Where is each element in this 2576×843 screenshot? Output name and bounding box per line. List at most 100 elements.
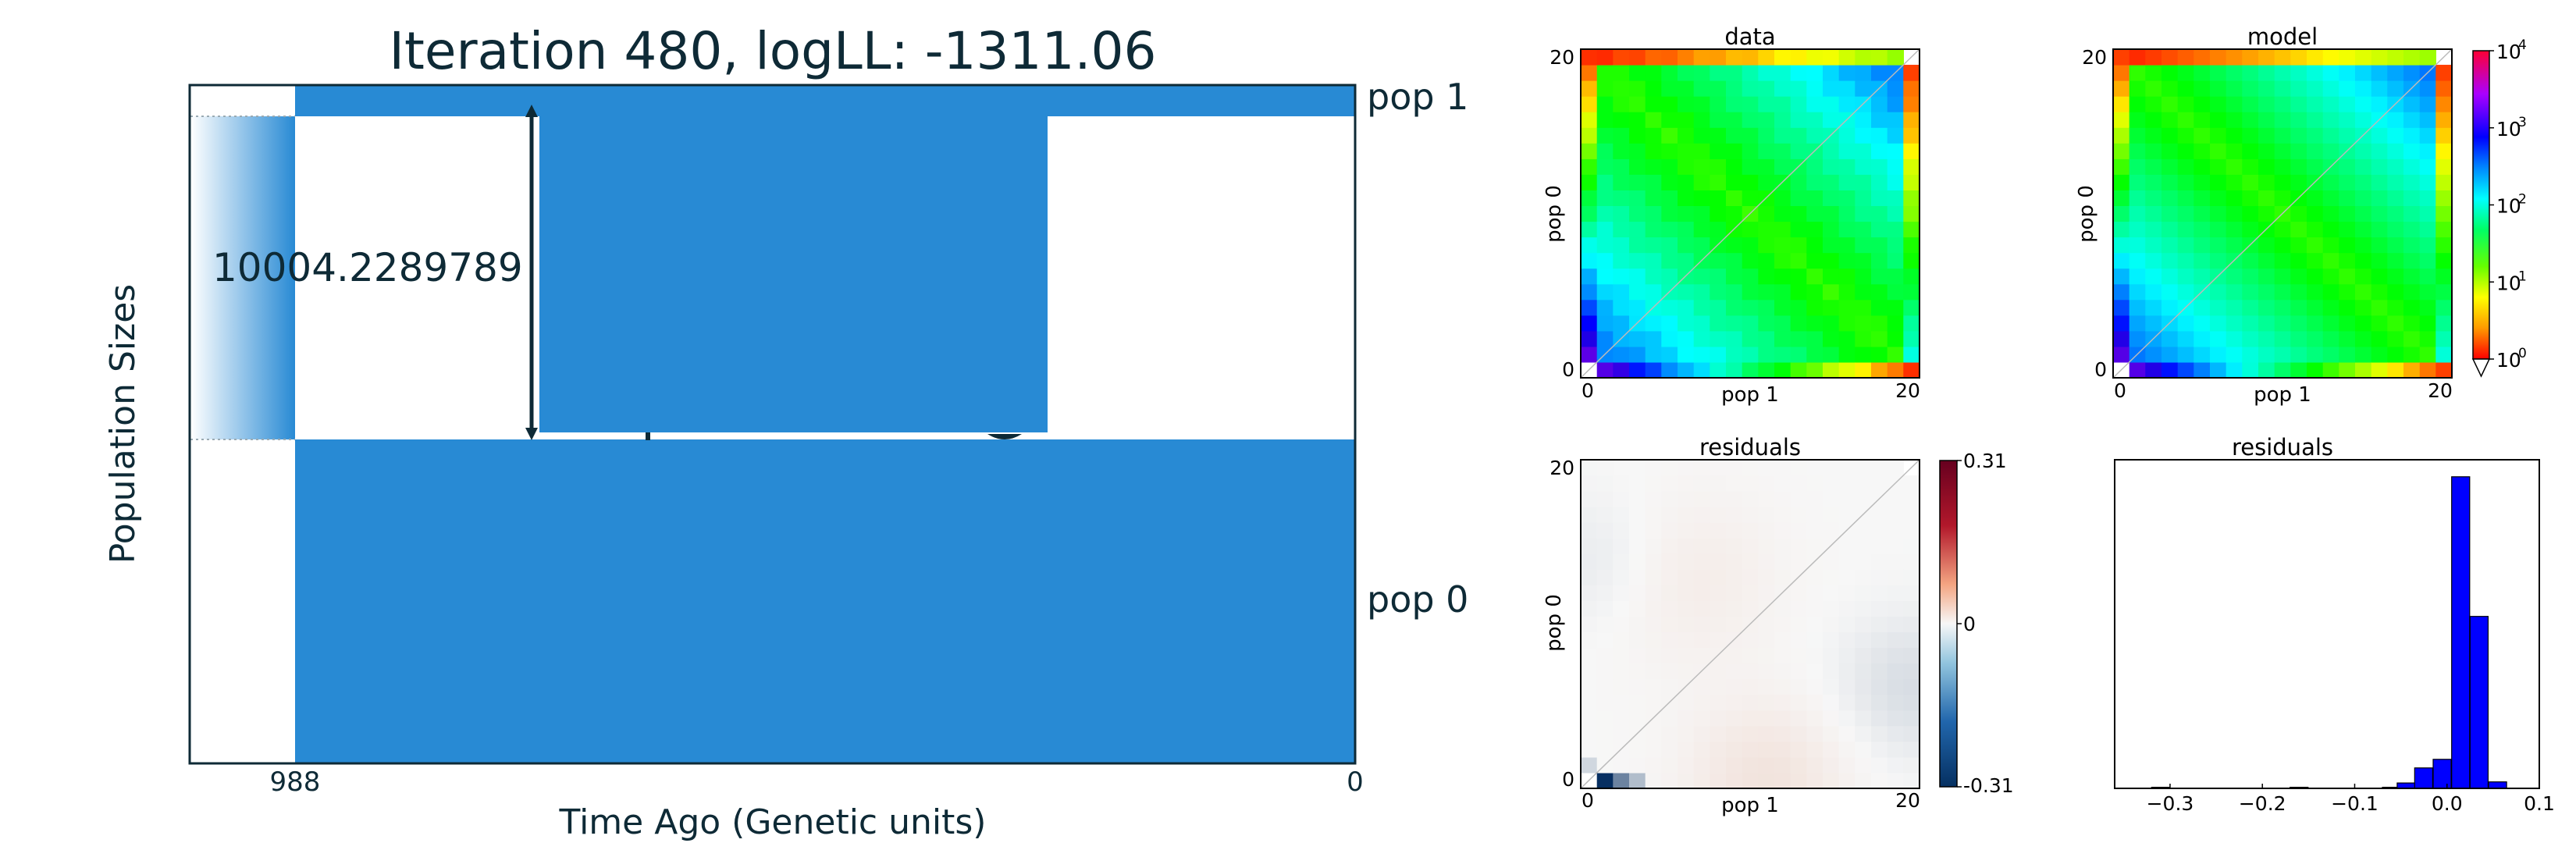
heatmap-cell [1774, 65, 1791, 81]
heatmap-cell [2177, 190, 2194, 206]
heatmap-cell [1823, 96, 1840, 112]
heatmap-cell [1678, 174, 1695, 190]
heatmap-cell [1887, 585, 1904, 601]
heatmap-cell [1806, 268, 1823, 285]
heatmap-cell [1871, 252, 1888, 269]
heatmap-cell [1887, 174, 1904, 190]
heatmap-cell [1645, 647, 1662, 664]
heatmap-cell [1710, 330, 1727, 347]
heatmap-cell [2419, 330, 2436, 347]
heatmap-cell [1855, 678, 1872, 695]
heatmap-cell [2226, 362, 2243, 379]
residual-colorbar-tick-max: 0.31 [1963, 450, 2007, 472]
heatmap-cell [2387, 315, 2404, 332]
heatmap-cell [1903, 112, 1920, 128]
heatmap-cell [2129, 252, 2146, 269]
heatmap-cell [2177, 237, 2194, 254]
heatmap-cell [2322, 315, 2339, 332]
heatmap-cell [1613, 553, 1630, 570]
heatmap-cell [1693, 538, 1710, 554]
heatmap-cell [1613, 112, 1630, 128]
heatmap-cell [1693, 362, 1710, 379]
heatmap-cell [2226, 237, 2243, 254]
heatmap-cell [1806, 237, 1823, 254]
heatmap-cell [1645, 96, 1662, 112]
heatmap-cell [2113, 80, 2130, 97]
heatmap-cell [1871, 663, 1888, 680]
heatmap-cell [2371, 268, 2388, 285]
heatmap-cell [1790, 112, 1807, 128]
heatmap-cell [1693, 647, 1710, 664]
heatmap-cell [1661, 49, 1678, 66]
heatmap-cell [1806, 205, 1823, 222]
heatmap-cell [1838, 143, 1856, 159]
heatmap-cell [2194, 143, 2211, 159]
heatmap-cell [2242, 299, 2259, 316]
heatmap-cell [1790, 585, 1807, 601]
heatmap-cell [2145, 65, 2162, 81]
heatmap-cell [1661, 127, 1678, 144]
heatmap-cell [1742, 268, 1759, 285]
heatmap-cell [2307, 49, 2324, 66]
heatmap-cell [2387, 158, 2404, 175]
heatmap-cell [1581, 616, 1598, 633]
heatmap-cell [1710, 773, 1727, 789]
heatmap-cell [2177, 96, 2194, 112]
heatmap-cell [2129, 268, 2146, 285]
heatmap-cell [1693, 283, 1710, 301]
heatmap-cell [2355, 190, 2372, 206]
heatmap-cell [1613, 49, 1630, 66]
heatmap-cell [2307, 252, 2324, 269]
heatmap-cell [1693, 725, 1710, 742]
heatmap-cell [2161, 221, 2179, 238]
heatmap-cell [2307, 205, 2324, 222]
heatmap-cell [1613, 507, 1630, 523]
x-tick-988: 988 [270, 767, 321, 798]
heatmap-cell [1887, 268, 1904, 285]
population-ylabel: Population Sizes [103, 284, 143, 564]
heatmap-cell [1903, 143, 1920, 159]
panel-title: Iteration 480, logLL: -1311.06 [390, 21, 1157, 81]
heatmap-cell [1790, 694, 1807, 711]
heatmap-cell [2210, 299, 2227, 316]
heatmap-cell [2194, 127, 2211, 144]
heatmap-cell [1581, 710, 1598, 727]
heatmap-cell [1887, 190, 1904, 206]
heatmap-cell [1758, 96, 1775, 112]
heatmap-cell [2210, 205, 2227, 222]
heatmap-cell [2258, 143, 2275, 159]
heatmap-cell [2210, 330, 2227, 347]
heatmap-cell [1629, 663, 1646, 680]
heatmap-cell [1726, 127, 1743, 144]
heatmap-cell [1581, 174, 1598, 190]
heatmap-cell [1806, 221, 1823, 238]
heatmap-cell [2161, 268, 2179, 285]
heatmap-cell [1742, 694, 1759, 711]
heatmap-cell [2274, 237, 2291, 254]
heatmap-cell [1806, 112, 1823, 128]
heatmap-cell [1774, 315, 1791, 332]
heatmap-cell [2161, 127, 2179, 144]
heatmap-cell [1838, 725, 1856, 742]
heatmap-cell [1871, 507, 1888, 523]
heatmap-cell [2129, 112, 2146, 128]
heatmap-cell [2226, 268, 2243, 285]
heatmap-cell [1613, 585, 1630, 601]
heatmap-cell [2290, 283, 2307, 301]
heatmap-cell [1629, 96, 1646, 112]
heatmap-cell [2403, 174, 2421, 190]
heatmap-cell [1661, 616, 1678, 633]
heatmap-cell [1596, 252, 1614, 269]
heatmap-cell [1581, 221, 1598, 238]
heatmap-cell [1596, 538, 1614, 554]
heatmap-cell [1678, 694, 1695, 711]
heatmap-cell [1596, 268, 1614, 285]
heatmap-cell [1806, 158, 1823, 175]
heatmap-cell [2387, 143, 2404, 159]
heatmap-cell [1774, 205, 1791, 222]
heatmap-cell [1710, 663, 1727, 680]
heatmap-cell [2145, 158, 2162, 175]
heatmap-cell [2194, 112, 2211, 128]
heatmap-cell [1903, 127, 1920, 144]
heatmap-cell [1823, 112, 1840, 128]
